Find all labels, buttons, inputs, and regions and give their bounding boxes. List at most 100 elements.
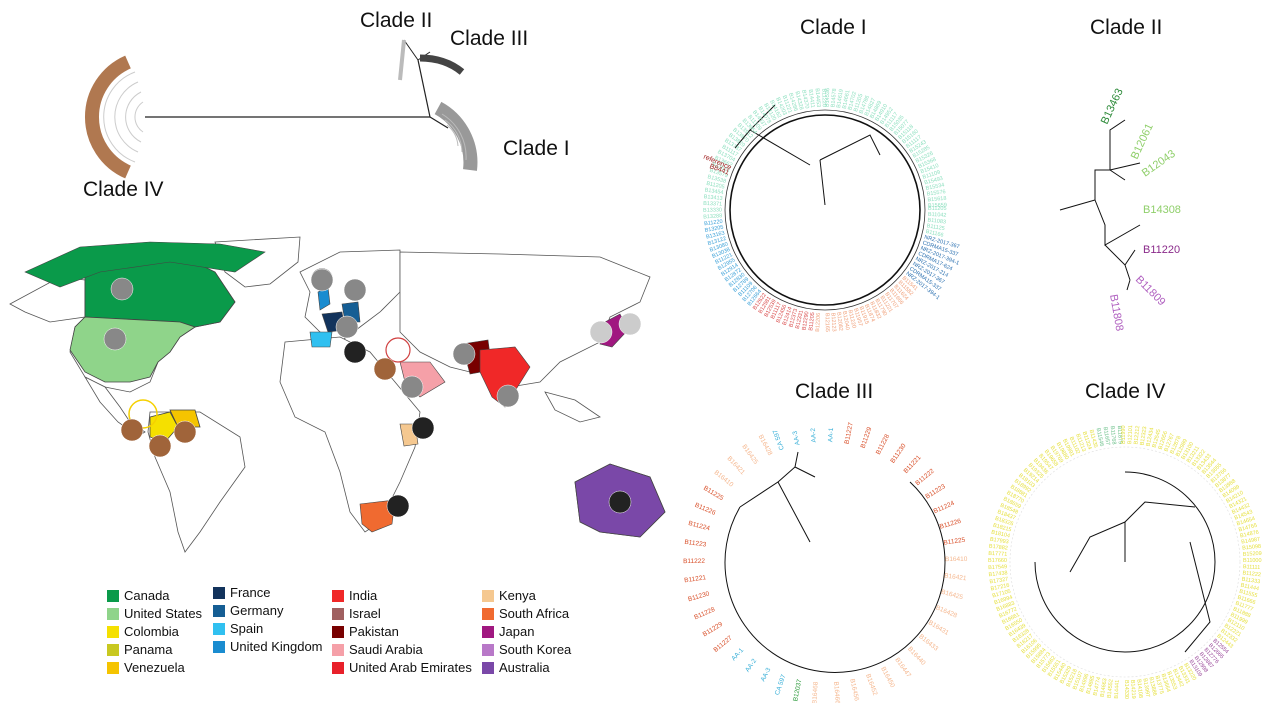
tip-label: B14330 [1123, 680, 1129, 699]
tip-label: B14876 [1240, 530, 1260, 540]
tip-label: AA-1 [730, 647, 745, 663]
overview-clade2-label: Clade II [360, 9, 433, 32]
tip-label: B12434 [1146, 427, 1156, 447]
legend-item-australia: Australia [482, 659, 571, 677]
legend-label: Australia [499, 660, 550, 675]
tip-label: B17882 [989, 544, 1008, 552]
marker-pakistan [452, 342, 476, 366]
tip-label: B16433 [917, 633, 939, 653]
tip-label: B14536 [825, 88, 832, 107]
tip-label: B12414 [782, 306, 794, 326]
tip-label: B11220 [820, 88, 826, 107]
tip-label: B14108 [1135, 679, 1143, 698]
clade2-tip-B11809: B11809 [1133, 274, 1168, 309]
legend-swatch [332, 662, 344, 674]
tip-label: B15209 [1243, 551, 1262, 558]
tip-label: B14987 [1241, 537, 1261, 546]
tip-label: B16466 [832, 681, 841, 703]
tip-label: B14663 [1100, 678, 1109, 698]
tip-label: B11227 [844, 421, 855, 444]
tip-label: B13454 [704, 187, 724, 196]
legend-swatch [482, 662, 494, 674]
tip-label: B11224 [688, 520, 711, 533]
tip-label: B13997 [1141, 678, 1150, 698]
tip-label: B12323 [1140, 426, 1149, 446]
legend-col-2: France Germany Spain United Kingdom [213, 584, 323, 656]
legend-swatch [332, 590, 344, 602]
legend-label: South Africa [499, 606, 570, 621]
tip-label: B11324 [1081, 431, 1092, 451]
tip-label: B16447 [893, 657, 912, 680]
clade4-fan [84, 55, 144, 179]
marker-spain [343, 340, 367, 364]
tip-label: B16450 [879, 666, 896, 689]
clade1-title: Clade I [800, 16, 867, 39]
tip-label: B11223 [924, 483, 947, 501]
clade4-title: Clade IV [1085, 380, 1166, 403]
tip-label: B11230 [889, 442, 907, 464]
legend-col-3: India Israel Pakistan Saudi Arabia United Ar… [332, 587, 472, 677]
tip-label: B12037 [792, 678, 803, 702]
tip-label: B11225 [702, 485, 725, 502]
tip-label: B11333 [1241, 577, 1260, 586]
tip-label: B16425 [940, 589, 964, 602]
tip-label: B11000 [1243, 558, 1262, 564]
overview-clade3-label: Clade III [450, 27, 529, 50]
tip-label: B16410 [713, 469, 735, 489]
tip-label: B11230 [687, 590, 710, 603]
tip-label: B11221 [903, 454, 923, 475]
tip-label: B14654 [1236, 516, 1256, 528]
legend-item-colombia: Colombia [107, 623, 202, 641]
tip-label: B13886 [1148, 677, 1158, 697]
clade2-tip-B12043: B12043 [1140, 148, 1178, 180]
tip-label: B17771 [988, 551, 1007, 558]
tip-label: B14774 [1093, 677, 1103, 697]
tip-label: B17327 [989, 577, 1009, 586]
legend-label: Saudi Arabia [349, 642, 423, 657]
tip-label: B14286 [787, 92, 798, 112]
tip-label: B11546 [1095, 428, 1105, 447]
tip-label: CA 597 [774, 673, 788, 696]
tip-label: B11444 [1240, 583, 1259, 593]
tip-label: AA-3 [792, 430, 802, 446]
tip-label: B13205 [704, 225, 724, 234]
tip-label: B14578 [830, 88, 838, 107]
tip-label: B16421 [726, 455, 747, 476]
tip-label: B16428 [757, 434, 774, 457]
legend-label: Kenya [499, 588, 536, 603]
tip-label: B11205 [808, 312, 816, 331]
tip-label: B11166 [925, 229, 944, 239]
marker-india [496, 384, 520, 408]
tip-label: B11225 [943, 537, 966, 547]
tip-label: B11228 [693, 606, 716, 621]
tip-label: B11228 [875, 433, 891, 456]
legend-label: United States [124, 606, 203, 621]
legend-swatch [332, 644, 344, 656]
legend-item-germany: Germany [213, 602, 323, 620]
tip-label: B11227 [712, 634, 734, 654]
legend-swatch [107, 590, 119, 602]
tip-label: B11990 [1121, 425, 1127, 444]
legend-swatch [332, 608, 344, 620]
world-map [0, 232, 666, 562]
legend-col-1: Canada United States Colombia Panama Venezue… [107, 587, 202, 677]
tip-label: B12101 [1127, 425, 1134, 444]
marker-germany [343, 278, 367, 302]
legend-item-canada: Canada [107, 587, 202, 605]
legend-item-south-korea: South Korea [482, 641, 571, 659]
tip-label: B11657 [1102, 426, 1111, 445]
tip-label: B17993 [989, 537, 1009, 546]
clade2-tip-B11220: B11220 [1143, 244, 1180, 256]
marker-venezuela [173, 420, 197, 444]
tip-label: B18326 [994, 516, 1014, 528]
legend-swatch [482, 590, 494, 602]
legend-item-venezuela: Venezuela [107, 659, 202, 677]
tip-label: B13664 [1160, 673, 1172, 693]
tip-label: B15534 [925, 182, 945, 192]
tip-label: B11957 [852, 308, 863, 328]
tip-label: B11221 [684, 574, 707, 584]
tip-label: B12212 [1133, 425, 1141, 444]
clade3-title: Clade III [795, 380, 874, 403]
legend-item-united-arab-emirates: United Arab Emirates [332, 659, 472, 677]
